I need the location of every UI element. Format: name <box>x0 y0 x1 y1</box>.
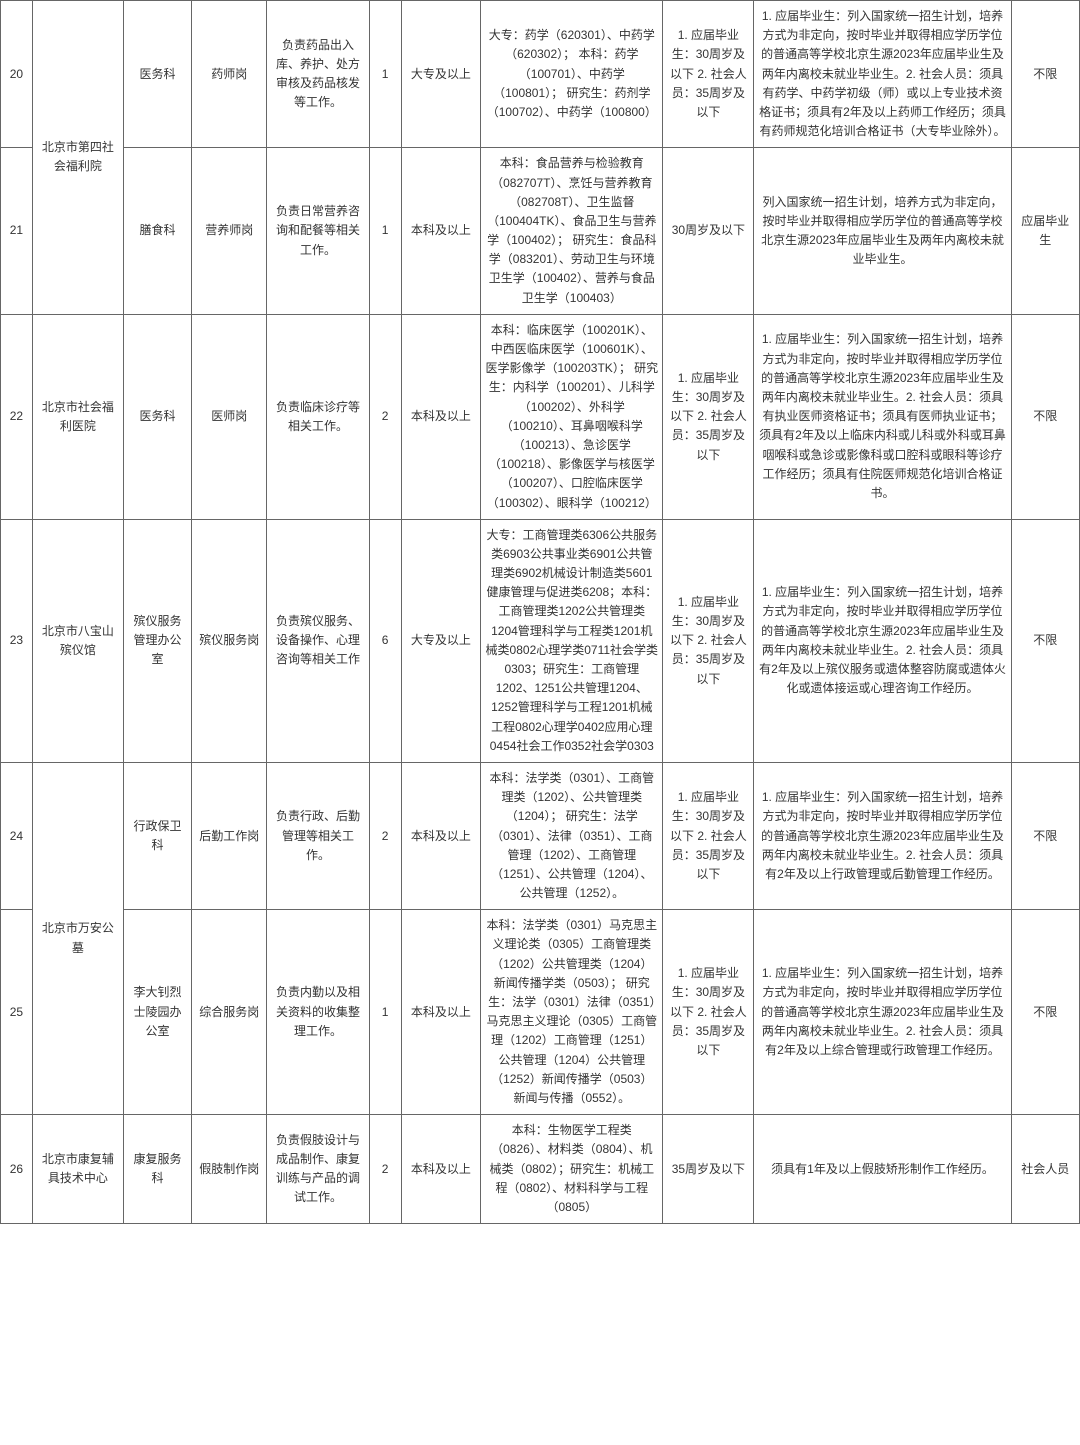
duty-cell: 负责日常营养咨询和配餐等相关工作。 <box>267 148 369 315</box>
post-cell: 殡仪服务岗 <box>192 519 267 762</box>
unit-cell: 北京市第四社会福利院 <box>32 1 123 315</box>
src-cell: 不限 <box>1011 314 1079 519</box>
table-row: 23北京市八宝山殡仪馆殡仪服务管理办公室殡仪服务岗负责殡仪服务、设备操作、心理咨… <box>1 519 1080 762</box>
duty-cell: 负责行政、后勤管理等相关工作。 <box>267 762 369 909</box>
dept-cell: 殡仪服务管理办公室 <box>123 519 191 762</box>
edu-cell: 本科及以上 <box>401 314 481 519</box>
edu-cell: 大专及以上 <box>401 1 481 148</box>
src-cell: 不限 <box>1011 762 1079 909</box>
major-cell: 本科：生物医学工程类（0826）、材料类（0804）、机械类（0802）；研究生… <box>481 1115 663 1224</box>
table-row: 24北京市万安公墓行政保卫科后勤工作岗负责行政、后勤管理等相关工作。2本科及以上… <box>1 762 1080 909</box>
post-cell: 营养师岗 <box>192 148 267 315</box>
duty-cell: 负责殡仪服务、设备操作、心理咨询等相关工作 <box>267 519 369 762</box>
dept-cell: 膳食科 <box>123 148 191 315</box>
edu-cell: 本科及以上 <box>401 762 481 909</box>
row-number: 26 <box>1 1115 33 1224</box>
row-number: 20 <box>1 1 33 148</box>
age-cell: 1. 应届毕业生：30周岁及以下 2. 社会人员：35周岁及以下 <box>663 314 754 519</box>
recruitment-table: 20北京市第四社会福利院医务科药师岗负责药品出入库、养护、处方审核及药品核发等工… <box>0 0 1080 1224</box>
edu-cell: 大专及以上 <box>401 519 481 762</box>
edu-cell: 本科及以上 <box>401 148 481 315</box>
dept-cell: 行政保卫科 <box>123 762 191 909</box>
unit-cell: 北京市康复辅具技术中心 <box>32 1115 123 1224</box>
src-cell: 不限 <box>1011 1 1079 148</box>
dept-cell: 李大钊烈士陵园办公室 <box>123 910 191 1115</box>
post-cell: 医师岗 <box>192 314 267 519</box>
qty-cell: 2 <box>369 762 401 909</box>
other-cell: 1. 应届毕业生：列入国家统一招生计划，培养方式为非定向，按时毕业并取得相应学历… <box>754 519 1011 762</box>
table-row: 26北京市康复辅具技术中心康复服务科假肢制作岗负责假肢设计与成品制作、康复训练与… <box>1 1115 1080 1224</box>
qty-cell: 2 <box>369 314 401 519</box>
table-row: 25 李大钊烈士陵园办公室综合服务岗负责内勤以及相关资料的收集整理工作。1本科及以… <box>1 910 1080 1115</box>
unit-cell: 北京市社会福利医院 <box>32 314 123 519</box>
qty-cell: 2 <box>369 1115 401 1224</box>
duty-cell: 负责假肢设计与成品制作、康复训练与产品的调试工作。 <box>267 1115 369 1224</box>
dept-cell: 医务科 <box>123 314 191 519</box>
row-number: 24 <box>1 762 33 909</box>
edu-cell: 本科及以上 <box>401 910 481 1115</box>
unit-cell: 北京市八宝山殡仪馆 <box>32 519 123 762</box>
qty-cell: 1 <box>369 910 401 1115</box>
table-row: 21 膳食科营养师岗负责日常营养咨询和配餐等相关工作。1本科及以上本科：食品营养与… <box>1 148 1080 315</box>
other-cell: 1. 应届毕业生：列入国家统一招生计划，培养方式为非定向，按时毕业并取得相应学历… <box>754 1 1011 148</box>
edu-cell: 本科及以上 <box>401 1115 481 1224</box>
duty-cell: 负责药品出入库、养护、处方审核及药品核发等工作。 <box>267 1 369 148</box>
duty-cell: 负责临床诊疗等相关工作。 <box>267 314 369 519</box>
src-cell: 不限 <box>1011 910 1079 1115</box>
post-cell: 假肢制作岗 <box>192 1115 267 1224</box>
unit-cell: 北京市万安公墓 <box>32 762 123 1114</box>
age-cell: 35周岁及以下 <box>663 1115 754 1224</box>
other-cell: 列入国家统一招生计划，培养方式为非定向，按时毕业并取得相应学历学位的普通高等学校… <box>754 148 1011 315</box>
post-cell: 综合服务岗 <box>192 910 267 1115</box>
qty-cell: 1 <box>369 1 401 148</box>
src-cell: 不限 <box>1011 519 1079 762</box>
other-cell: 1. 应届毕业生：列入国家统一招生计划，培养方式为非定向，按时毕业并取得相应学历… <box>754 762 1011 909</box>
age-cell: 1. 应届毕业生：30周岁及以下 2. 社会人员：35周岁及以下 <box>663 910 754 1115</box>
table-row: 22北京市社会福利医院医务科医师岗负责临床诊疗等相关工作。2本科及以上本科：临床… <box>1 314 1080 519</box>
src-cell: 应届毕业生 <box>1011 148 1079 315</box>
major-cell: 大专：工商管理类6306公共服务类6903公共事业类6901公共管理类6902机… <box>481 519 663 762</box>
dept-cell: 康复服务科 <box>123 1115 191 1224</box>
qty-cell: 6 <box>369 519 401 762</box>
other-cell: 1. 应届毕业生：列入国家统一招生计划，培养方式为非定向，按时毕业并取得相应学历… <box>754 314 1011 519</box>
major-cell: 大专：药学（620301）、中药学（620302）； 本科：药学（100701）… <box>481 1 663 148</box>
other-cell: 1. 应届毕业生：列入国家统一招生计划，培养方式为非定向，按时毕业并取得相应学历… <box>754 910 1011 1115</box>
post-cell: 后勤工作岗 <box>192 762 267 909</box>
age-cell: 1. 应届毕业生：30周岁及以下 2. 社会人员：35周岁及以下 <box>663 519 754 762</box>
duty-cell: 负责内勤以及相关资料的收集整理工作。 <box>267 910 369 1115</box>
major-cell: 本科：法学类（0301）、工商管理类（1202）、公共管理类（1204）； 研究… <box>481 762 663 909</box>
row-number: 21 <box>1 148 33 315</box>
major-cell: 本科：食品营养与检验教育（082707T）、烹饪与营养教育（082708T）、卫… <box>481 148 663 315</box>
age-cell: 30周岁及以下 <box>663 148 754 315</box>
table-row: 20北京市第四社会福利院医务科药师岗负责药品出入库、养护、处方审核及药品核发等工… <box>1 1 1080 148</box>
other-cell: 须具有1年及以上假肢矫形制作工作经历。 <box>754 1115 1011 1224</box>
row-number: 23 <box>1 519 33 762</box>
dept-cell: 医务科 <box>123 1 191 148</box>
row-number: 22 <box>1 314 33 519</box>
major-cell: 本科：法学类（0301）马克思主义理论类（0305）工商管理类（1202）公共管… <box>481 910 663 1115</box>
row-number: 25 <box>1 910 33 1115</box>
src-cell: 社会人员 <box>1011 1115 1079 1224</box>
post-cell: 药师岗 <box>192 1 267 148</box>
age-cell: 1. 应届毕业生：30周岁及以下 2. 社会人员：35周岁及以下 <box>663 1 754 148</box>
major-cell: 本科：临床医学（100201K）、中西医临床医学（100601K）、医学影像学（… <box>481 314 663 519</box>
qty-cell: 1 <box>369 148 401 315</box>
age-cell: 1. 应届毕业生：30周岁及以下 2. 社会人员：35周岁及以下 <box>663 762 754 909</box>
